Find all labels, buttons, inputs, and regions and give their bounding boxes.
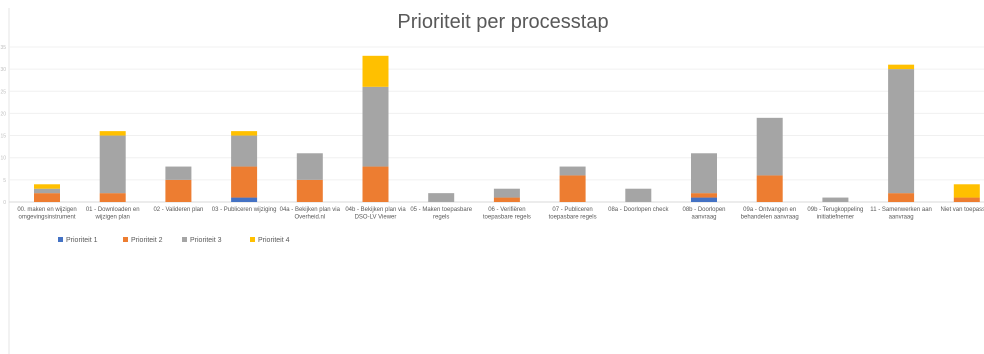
legend-label-4: Prioriteit 4 bbox=[258, 237, 290, 244]
x-tick-label-8: 07 - Publiceren toepasbare regels bbox=[549, 207, 597, 221]
bar-segment-5-series-4 bbox=[362, 55, 389, 87]
bar-segment-10-series-3 bbox=[691, 153, 717, 194]
y-tick-label-4: 20 bbox=[0, 111, 6, 117]
y-tick-label-7: 35 bbox=[0, 45, 6, 51]
bar-segment-0-series-3 bbox=[34, 188, 60, 194]
bar-segment-0-series-4 bbox=[34, 184, 60, 189]
x-tick-label-9: 08a - Doorlopen check bbox=[608, 207, 669, 213]
x-tick-label-12: 09b - Terugkoppeling initiatiefnemer bbox=[807, 207, 863, 221]
bar-segment-8-series-3 bbox=[559, 166, 586, 176]
chart-title: Prioriteit per processtap bbox=[397, 11, 608, 33]
x-tick-label-14: Niet van toepassing bbox=[940, 207, 984, 213]
bar-segment-3-series-4 bbox=[231, 131, 258, 136]
bar-segment-14-series-2 bbox=[953, 197, 980, 202]
bar-segment-8-series-2 bbox=[559, 175, 586, 202]
x-tick-label-13: 11 - Samenwerken aan aanvraag bbox=[870, 207, 932, 221]
bar-segment-3-series-1 bbox=[231, 197, 258, 202]
bar-segment-13-series-2 bbox=[888, 193, 915, 202]
x-tick-label-6: 05 - Maken toepasbare regels bbox=[410, 207, 472, 221]
bar-segment-10-series-2 bbox=[691, 193, 717, 198]
bar-segment-9-series-3 bbox=[625, 188, 652, 202]
y-tick-label-5: 25 bbox=[0, 89, 6, 95]
legend-swatch-4 bbox=[250, 237, 255, 242]
x-tick-label-5: 04b - Bekijken plan via DSO-LV Viewer bbox=[345, 207, 406, 221]
y-tick-label-0: 0 bbox=[3, 200, 6, 206]
y-tick-label-3: 15 bbox=[0, 134, 6, 140]
x-tick-label-11: 09a - Ontvangen en behandelen aanvraag bbox=[741, 207, 799, 221]
bar-segment-12-series-3 bbox=[822, 197, 849, 202]
bar-segment-10-series-1 bbox=[691, 197, 717, 202]
bar-segment-2-series-2 bbox=[165, 179, 192, 202]
bar-segment-2-series-3 bbox=[165, 166, 192, 180]
legend-swatch-3 bbox=[182, 237, 187, 242]
legend-swatch-2 bbox=[123, 237, 128, 242]
bar-segment-0-series-2 bbox=[34, 193, 60, 202]
bar-segment-11-series-2 bbox=[756, 175, 783, 202]
bar-segment-1-series-3 bbox=[99, 135, 126, 194]
bar-segment-6-series-3 bbox=[428, 193, 455, 202]
bar-segment-3-series-3 bbox=[231, 135, 258, 167]
bar-segment-1-series-2 bbox=[99, 193, 126, 202]
bar-segment-13-series-4 bbox=[888, 64, 915, 70]
x-tick-label-3: 03 - Publiceren wijziging bbox=[212, 207, 277, 213]
gridlines bbox=[9, 46, 984, 203]
y-axis-ticks: 0 5 10 15 20 25 30 35 bbox=[0, 45, 6, 206]
legend: Prioriteit 1 Prioriteit 2 Prioriteit 3 Prio… bbox=[58, 237, 290, 244]
bar-segment-4-series-3 bbox=[296, 153, 323, 180]
bar-segment-1-series-4 bbox=[99, 131, 126, 136]
bar-segment-5-series-3 bbox=[362, 86, 389, 167]
bar-segment-11-series-3 bbox=[756, 117, 783, 176]
bar-segment-14-series-4 bbox=[953, 184, 980, 198]
legend-label-2: Prioriteit 2 bbox=[131, 237, 163, 244]
x-tick-label-10: 08b - Doorlopen aanvraag bbox=[682, 207, 725, 221]
bar-segment-5-series-2 bbox=[362, 166, 389, 202]
bar-segment-3-series-2 bbox=[231, 166, 258, 198]
x-tick-label-7: 06 - Verifiëren toepasbare regels bbox=[483, 207, 531, 221]
legend-label-3: Prioriteit 3 bbox=[190, 237, 222, 244]
x-tick-label-1: 01 - Downloaden en wijzigen plan bbox=[86, 207, 140, 221]
bar-segment-4-series-2 bbox=[296, 179, 323, 202]
bar-segment-13-series-3 bbox=[888, 69, 915, 194]
y-tick-label-6: 30 bbox=[0, 67, 6, 73]
x-axis-labels: 00. maken en wijzigen omgevingsinstrument… bbox=[17, 207, 984, 221]
x-tick-label-0: 00. maken en wijzigen omgevingsinstrument bbox=[17, 207, 76, 221]
bars bbox=[34, 55, 980, 202]
bar-segment-7-series-2 bbox=[493, 197, 520, 202]
legend-swatch-1 bbox=[58, 237, 63, 242]
x-tick-label-4: 04a - Bekijken plan via Overheid.nl bbox=[280, 207, 341, 221]
x-tick-label-2: 02 - Valideren plan bbox=[153, 207, 203, 213]
bar-segment-7-series-3 bbox=[493, 188, 520, 198]
y-tick-label-2: 10 bbox=[0, 156, 6, 162]
legend-label-1: Prioriteit 1 bbox=[66, 237, 98, 244]
y-tick-label-1: 5 bbox=[3, 178, 6, 184]
